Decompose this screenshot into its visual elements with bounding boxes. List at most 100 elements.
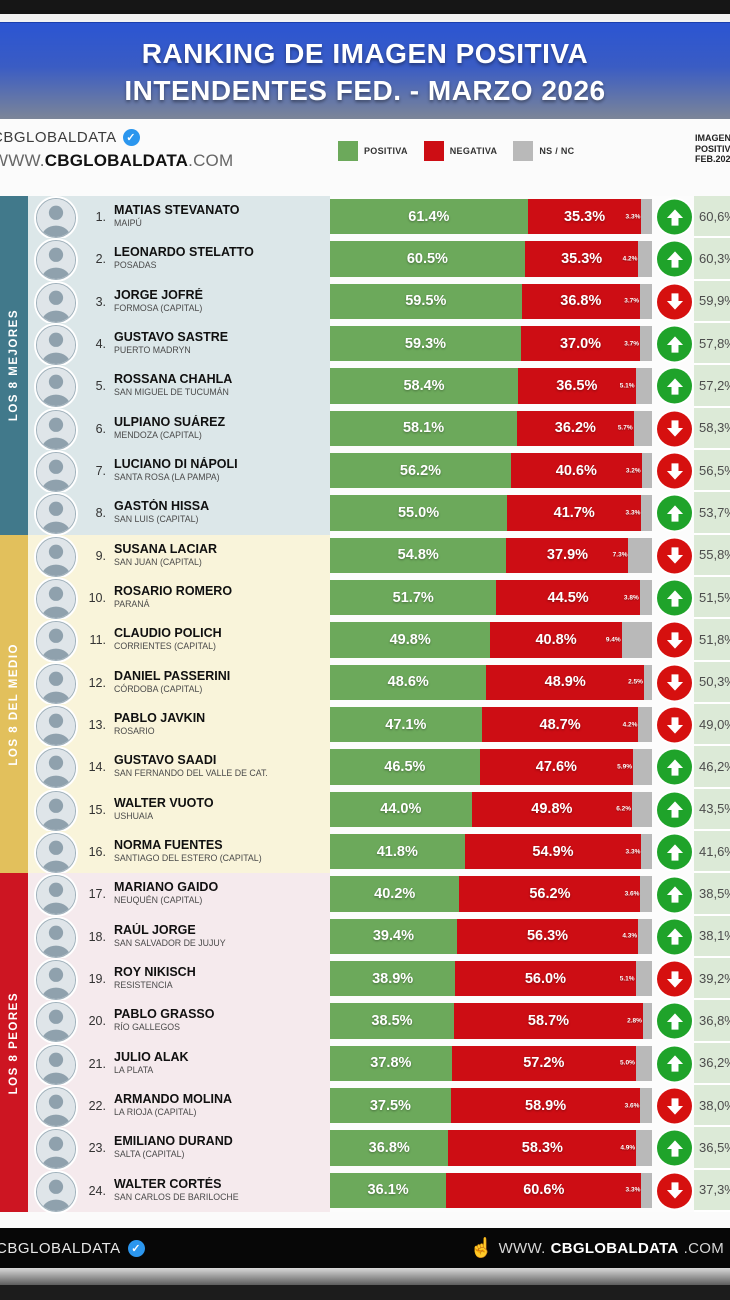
negativa-value: 41.7% [553,504,595,521]
rank-number: 4. [95,336,106,351]
group-rows: 9. SUSANA LACIAR SAN JUAN (CAPITAL) 54.8% 37… [28,534,730,874]
stacked-bar: 59.3% 37.0% 3.7% [330,325,652,362]
mayor-info: JORGE JOFRÉ FORMOSA (CAPITAL) [114,288,328,314]
negativa-segment: 48.9% 2.5% [486,664,644,700]
stacked-bar: 56.2% 40.6% 3.2% [330,452,652,489]
legend-label-positiva: POSITIVA [364,146,408,156]
nsnc-segment [639,580,652,616]
mayor-city: FORMOSA (CAPITAL) [114,302,203,313]
nsnc-value: 2.5% [628,678,643,686]
mayor-name: GASTÓN HISSA [114,499,210,514]
ranking-row: 7. LUCIANO DI NÁPOLI SANTA ROSA (LA PAMPA)… [28,449,730,493]
mayor-city: CÓRDOBA (CAPITAL) [114,683,203,694]
trend-up-icon [657,749,692,785]
positiva-segment: 48.6% [330,664,487,700]
mayor-name: SUSANA LACIAR [114,541,218,556]
ranking-row: 2. LEONARDO STELATTO POSADAS 60.5% 35.3% 4.2%… [28,238,730,281]
negativa-segment: 36.8% 3.7% [521,283,641,319]
avatar [36,536,76,577]
stacked-bar: 38.9% 56.0% 5.1% [330,961,652,997]
avatar [36,367,76,408]
ranking-row: 5. ROSSANA CHAHLA SAN MIGUEL DE TUCUMÁN 58.… [28,365,730,408]
negativa-segment: 56.2% 3.6% [459,876,641,912]
negativa-value: 36.8% [560,293,602,310]
mayor-info: DANIEL PASSERINI CÓRDOBA (CAPITAL) [114,669,328,695]
feb-value: 41,6% [694,830,730,874]
mayor-city: SAN LUIS (CAPITAL) [114,514,199,525]
feb-column-header: IMAGEN POSITIVA FEB.2026 [695,133,730,165]
positiva-segment: 47.1% [330,706,482,743]
negativa-segment: 57.2% 5.0% [451,1045,636,1081]
feb-value: 57,2% [694,365,730,408]
positiva-swatch-icon [338,141,358,161]
negativa-segment: 54.9% 3.3% [464,833,642,870]
positiva-segment: 36.1% [330,1172,447,1208]
positiva-value: 51.7% [392,589,434,606]
nsnc-value: 5.1% [619,975,635,983]
negativa-segment: 44.5% 3.8% [496,580,640,616]
positiva-segment: 40.2% [330,876,460,912]
nsnc-segment [635,368,652,404]
ranking-row: 14. GUSTAVO SAADI SAN FERNANDO DEL VALLE D… [28,746,730,789]
negativa-segment: 58.7% 2.8% [453,1003,643,1039]
verified-badge-icon: ✓ [127,1239,145,1257]
feb-value: 60,6% [694,196,730,239]
nsnc-segment [640,325,652,362]
positiva-segment: 44.0% [330,791,472,827]
trend-down-icon [657,284,692,320]
negativa-segment: 36.5% 5.1% [518,368,636,404]
positiva-value: 54.8% [397,547,439,564]
rank-number: 13. [88,717,106,732]
mayor-name: NORMA FUENTES [114,837,223,852]
avatar [36,1002,76,1043]
feb-value: 49,0% [694,703,730,747]
rank-number: 18. [88,929,106,944]
feb-value: 36,5% [694,1127,730,1170]
stacked-bar: 39.4% 56.3% 4.3% [330,918,652,954]
bottom-gray-strip [0,1268,730,1285]
nsnc-segment [621,622,652,658]
negativa-value: 40.6% [555,462,597,479]
trend-down-icon [657,1173,692,1209]
footer-brand-name: CBGLOBALDATA [0,1239,121,1257]
stacked-bar: 46.5% 47.6% 5.9% [330,749,652,785]
negativa-value: 35.3% [563,208,606,225]
rank-number: 7. [95,463,106,478]
trend-down-icon [657,411,692,447]
negativa-segment: 47.6% 5.9% [479,749,633,785]
negativa-segment: 40.8% 9.4% [490,622,622,658]
negativa-value: 54.9% [532,843,574,860]
rank-number: 3. [95,294,106,309]
nsnc-value: 2.8% [627,1017,642,1025]
trend-up-icon [657,199,692,235]
positiva-value: 39.4% [372,928,414,945]
positiva-value: 59.5% [405,293,447,310]
mayor-city: CORRIENTES (CAPITAL) [114,641,216,652]
feb-value: 38,5% [694,873,730,916]
group-label: LOS 8 PEORES [8,991,20,1094]
mayor-info: MATIAS STEVANATO MAIPÚ [114,203,328,229]
mayor-info: CLAUDIO POLICH CORRIENTES (CAPITAL) [114,626,328,652]
mayor-name: DANIEL PASSERINI [114,668,231,683]
nsnc-value: 9.4% [605,636,621,644]
negativa-value: 57.2% [523,1055,565,1072]
negativa-value: 56.3% [526,928,569,945]
negativa-value: 44.5% [547,589,589,606]
positiva-segment: 46.5% [330,749,480,785]
mayor-info: MARIANO GAIDO NEUQUÉN (CAPITAL) [114,880,328,906]
trend-down-icon [657,538,692,574]
negativa-segment: 56.0% 5.1% [455,961,636,997]
mayor-info: PABLO JAVKIN ROSARIO [114,711,328,737]
negativa-value: 58.7% [527,1012,570,1029]
mayor-city: SAN SALVADOR DE JUJUY [114,937,226,948]
positiva-segment: 58.1% [330,410,518,446]
stacked-bar: 59.5% 36.8% 3.7% [330,283,652,319]
avatar [36,409,76,450]
mayor-city: SAN JUAN (CAPITAL) [114,556,202,567]
ranking-row: 11. CLAUDIO POLICH CORRIENTES (CAPITAL) 49.… [28,619,730,662]
feb-header-line2: POSITIVA [695,143,730,154]
nsnc-segment [635,1045,652,1081]
stacked-bar: 47.1% 48.7% 4.2% [330,706,652,743]
positiva-value: 36.8% [368,1139,410,1156]
positiva-value: 58.4% [403,377,445,394]
